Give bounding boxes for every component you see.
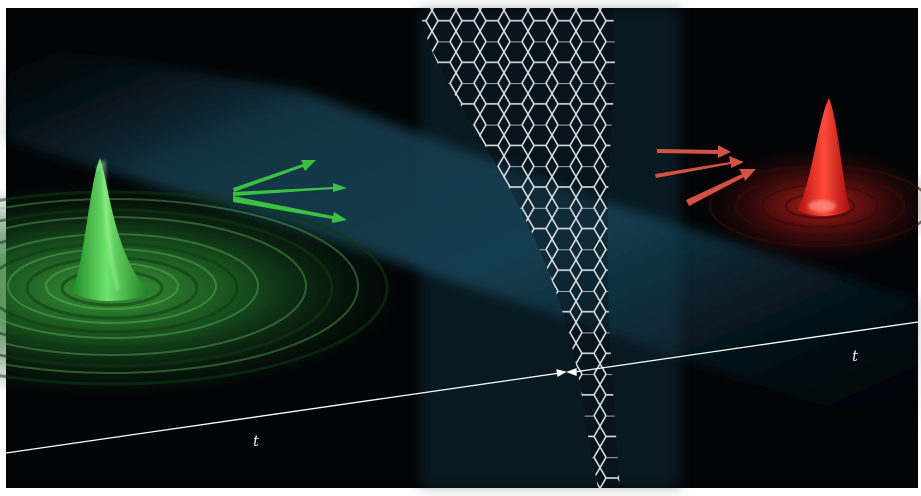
- red-wave-packet: [700, 98, 921, 265]
- green-arrow-upper: [233, 160, 316, 192]
- timeline-left-arrowhead: [556, 369, 567, 378]
- timeline-right-line: [573, 321, 919, 373]
- green-arrows: [233, 160, 347, 223]
- timeline: [5, 321, 919, 454]
- time-label-right: t: [852, 347, 859, 365]
- timeline-left-line: [5, 372, 561, 454]
- green-arrow-middle: [233, 183, 347, 196]
- red-arrow-lower: [686, 169, 756, 206]
- green-arrow-lower: [233, 196, 347, 223]
- red-arrow-middle: [655, 156, 744, 178]
- green-wave-packet: [0, 158, 410, 400]
- red-arrows: [655, 145, 756, 206]
- timeline-right-arrowhead: [566, 368, 577, 376]
- time-label-left: t: [253, 432, 260, 450]
- red-arrow-upper: [657, 145, 731, 158]
